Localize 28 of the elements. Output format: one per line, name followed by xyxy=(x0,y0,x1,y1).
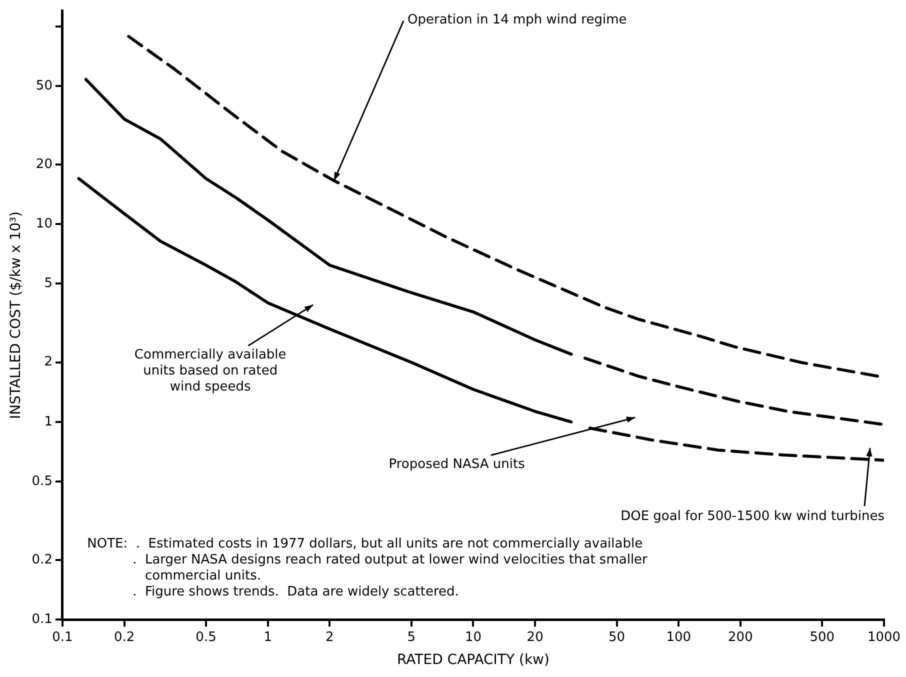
x-tick-label: 1000 xyxy=(867,630,901,645)
x-tick-label: 2 xyxy=(326,630,334,645)
x-tick-label: 0.2 xyxy=(114,630,135,645)
annotation: DOE goal for 500-1500 kw wind turbines xyxy=(620,508,885,524)
annotation: Operation in 14 mph wind regime xyxy=(408,12,627,28)
x-tick-label: 50 xyxy=(608,630,626,645)
y-axis-title: INSTALLED COST ($/kw x 10³) xyxy=(8,211,24,420)
x-axis-title: RATED CAPACITY (kw) xyxy=(397,652,550,668)
annotation: Proposed NASA units xyxy=(388,457,526,472)
y-tick-label: 10 xyxy=(36,216,52,232)
y-tick-label: 0.5 xyxy=(32,474,52,489)
y-tick-label: 0.2 xyxy=(32,552,52,568)
x-tick-label: 1 xyxy=(264,630,272,645)
x-tick-label: 5 xyxy=(407,630,416,645)
x-tick-label: 10 xyxy=(464,630,482,645)
y-tick-label: 0.1 xyxy=(32,612,52,627)
x-tick-label: 500 xyxy=(810,630,835,645)
x-tick-label: 200 xyxy=(728,630,753,645)
y-tick-label: 50 xyxy=(36,78,52,94)
y-tick-label: 2 xyxy=(44,354,52,370)
annotation: NOTE: . Estimated costs in 1977 dollars, but all units are not commercially available . Larger NASA designs reach rated output at lower wind velocities that smaller commercial units. . Figure shows trends. Data are widely scattered. xyxy=(87,536,648,600)
x-tick-label: 20 xyxy=(526,630,544,645)
y-tick-label: 20 xyxy=(36,157,52,172)
annotation: Commercially available units based on rated wind speeds xyxy=(134,348,286,395)
x-tick-label: 0.5 xyxy=(196,630,216,645)
x-tick-label: 100 xyxy=(666,630,692,645)
y-tick-label: 1 xyxy=(44,414,52,430)
y-tick-label: 5 xyxy=(44,276,52,292)
